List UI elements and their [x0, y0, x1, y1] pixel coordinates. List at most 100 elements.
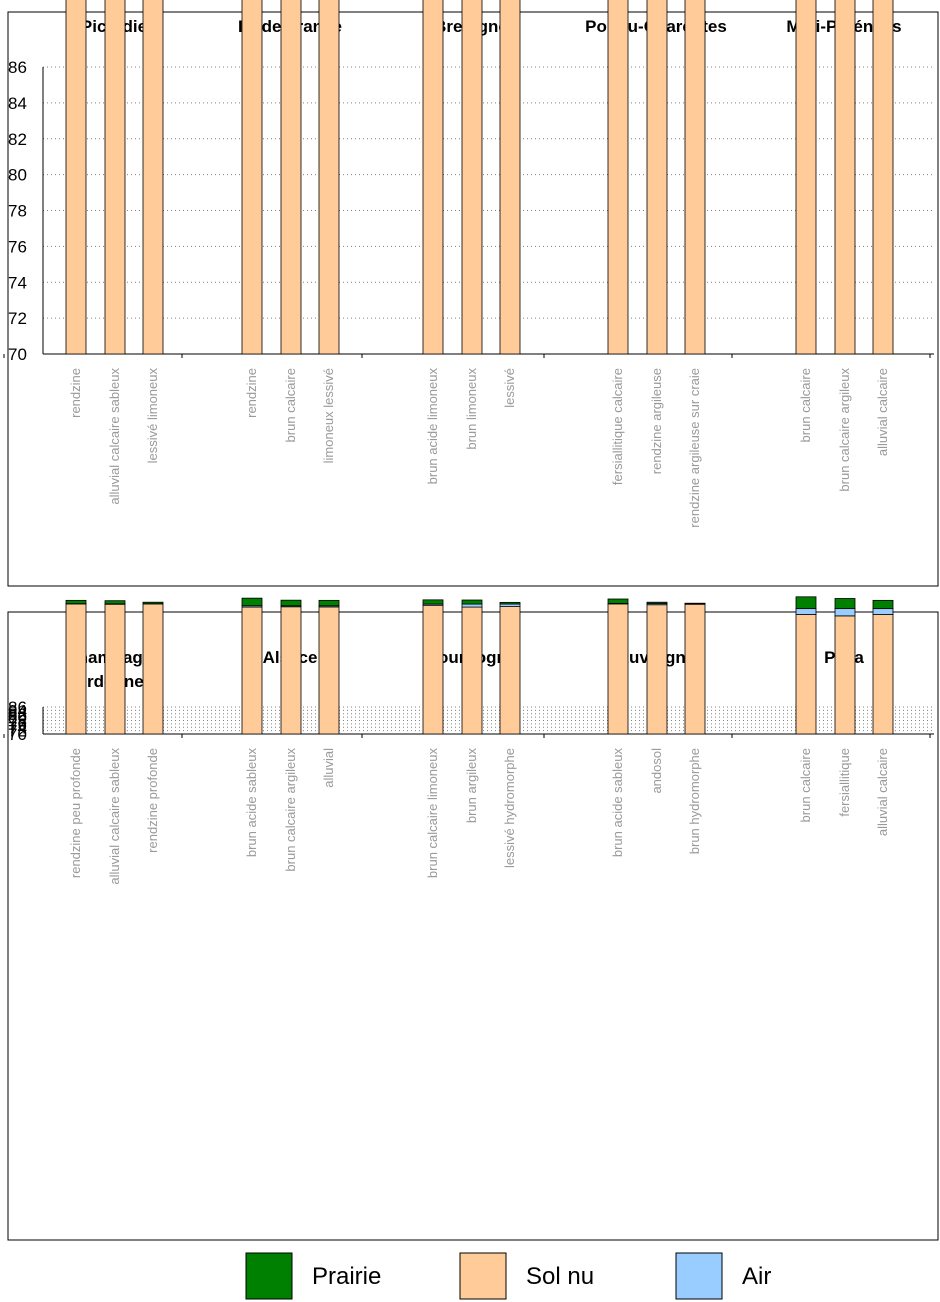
- legend-swatch: [245, 1252, 293, 1300]
- bar-segment-prairie: [872, 599, 894, 610]
- category-label: brun calcaire limoneux: [425, 748, 440, 879]
- y-tick-label: 80: [8, 166, 27, 185]
- category-label: lessivé limoneux: [145, 368, 160, 464]
- y-tick-label: 86: [8, 58, 27, 77]
- bar-segment-prairie: [142, 601, 164, 605]
- bar-segment-air: [834, 608, 856, 617]
- category-label: rendzine argileuse: [649, 368, 664, 474]
- y-tick-label: 72: [8, 309, 27, 328]
- y-tick-label: 70: [8, 345, 27, 364]
- legend-swatch: [675, 1252, 723, 1300]
- bar-segment-prairie: [241, 597, 263, 607]
- bar-segment-prairie: [65, 599, 87, 605]
- bar-segment-sol-nu: [318, 0, 340, 355]
- category-label: brun calcaire: [798, 748, 813, 822]
- bar-segment-air: [461, 603, 483, 608]
- bar-segment-sol-nu: [280, 0, 302, 355]
- y-tick-label: 76: [8, 715, 27, 734]
- legend-label: Sol nu: [526, 1263, 594, 1290]
- bar-segment-sol-nu: [461, 606, 483, 735]
- category-label: rendzine: [68, 368, 83, 418]
- bar-segment-air: [872, 608, 894, 615]
- category-label: brun hydromorphe: [687, 748, 702, 854]
- y-tick-label: 80: [8, 708, 27, 727]
- bar-segment-sol-nu: [461, 0, 483, 355]
- bar-segment-sol-nu: [834, 615, 856, 735]
- category-label: limoneux lessivé: [321, 368, 336, 463]
- bar-segment-sol-nu: [104, 0, 126, 355]
- bar-segment-air: [795, 608, 817, 615]
- bar-segment-sol-nu: [422, 0, 444, 355]
- bar-segment-sol-nu: [318, 606, 340, 735]
- bar-segment-sol-nu: [872, 0, 894, 355]
- category-label: brun acide sableux: [610, 748, 625, 858]
- category-label: fersiallitique: [837, 748, 852, 817]
- category-label: alluvial calcaire: [875, 368, 890, 456]
- bar-segment-sol-nu: [104, 603, 126, 735]
- bar-segment-sol-nu: [646, 604, 668, 735]
- bar-segment-sol-nu: [499, 0, 521, 355]
- category-label: alluvial calcaire: [875, 748, 890, 836]
- category-label: rendzine profonde: [145, 748, 160, 853]
- y-tick-label: 74: [8, 273, 27, 292]
- bar-segment-sol-nu: [834, 0, 856, 355]
- y-tick-label: 72: [8, 722, 27, 741]
- y-tick-label: 84: [8, 94, 27, 113]
- bar-segment-prairie: [104, 600, 126, 605]
- legend-swatch: [459, 1252, 507, 1300]
- category-label: lessivé: [502, 368, 517, 408]
- bar-segment-sol-nu: [872, 614, 894, 735]
- bar-segment-sol-nu: [795, 0, 817, 355]
- y-tick-label: 82: [8, 705, 27, 724]
- bar-segment-prairie: [499, 601, 521, 605]
- category-label: brun acide sableux: [244, 748, 259, 858]
- bar-segment-sol-nu: [684, 0, 706, 355]
- category-label: brun calcaire: [283, 368, 298, 442]
- y-tick-label: 76: [8, 237, 27, 256]
- bar-segment-sol-nu: [422, 604, 444, 735]
- category-label: rendzine: [244, 368, 259, 418]
- bar-segment-prairie: [834, 598, 856, 610]
- bar-segment-sol-nu: [795, 614, 817, 735]
- bar-segment-sol-nu: [142, 603, 164, 735]
- legend-label: Air: [742, 1263, 771, 1290]
- y-tick-label: 86: [8, 698, 27, 717]
- bar-segment-prairie: [607, 598, 629, 604]
- category-label: alluvial calcaire sableux: [107, 368, 122, 505]
- bar-segment-sol-nu: [241, 0, 263, 355]
- category-label: lessivé hydromorphe: [502, 748, 517, 868]
- chart-panel-1: 707274767880828486PicardieIle de FranceB…: [3, 0, 939, 587]
- bar-segment-prairie: [280, 599, 302, 607]
- bar-segment-sol-nu: [607, 603, 629, 735]
- category-label: brun calcaire: [798, 368, 813, 442]
- category-label: brun argileux: [464, 748, 479, 824]
- legend-item-sol-nu: Sol nu: [459, 1252, 594, 1300]
- bar-segment-sol-nu: [65, 603, 87, 735]
- bar-segment-sol-nu: [607, 0, 629, 355]
- category-label: fersiallitique calcaire: [610, 368, 625, 485]
- y-tick-label: 84: [8, 701, 27, 720]
- category-label: brun calcaire argileux: [837, 368, 852, 492]
- bar-segment-sol-nu: [142, 0, 164, 355]
- category-label: andosol: [649, 748, 664, 794]
- legend-item-air: Air: [675, 1252, 771, 1300]
- y-tick-label: 70: [8, 725, 27, 744]
- bar-segment-sol-nu: [280, 606, 302, 735]
- category-label: brun calcaire argileux: [283, 748, 298, 872]
- category-label: alluvial calcaire sableux: [107, 748, 122, 885]
- bar-segment-prairie: [795, 596, 817, 610]
- bar-segment-prairie: [422, 599, 444, 605]
- chart-panel-2: 707274767880828486ChampagneArdennesAlsac…: [3, 596, 939, 1241]
- y-tick-label: 74: [8, 718, 27, 737]
- category-label: alluvial: [321, 748, 336, 788]
- y-tick-label: 82: [8, 130, 27, 149]
- bar-segment-prairie: [461, 599, 483, 605]
- bar-segment-prairie: [318, 599, 340, 607]
- bar-segment-sol-nu: [646, 0, 668, 355]
- bar-segment-sol-nu: [241, 606, 263, 735]
- bar-segment-sol-nu: [684, 603, 706, 735]
- legend-item-prairie: Prairie: [245, 1252, 381, 1300]
- category-label: brun limoneux: [464, 368, 479, 450]
- category-label: rendzine peu profonde: [68, 748, 83, 878]
